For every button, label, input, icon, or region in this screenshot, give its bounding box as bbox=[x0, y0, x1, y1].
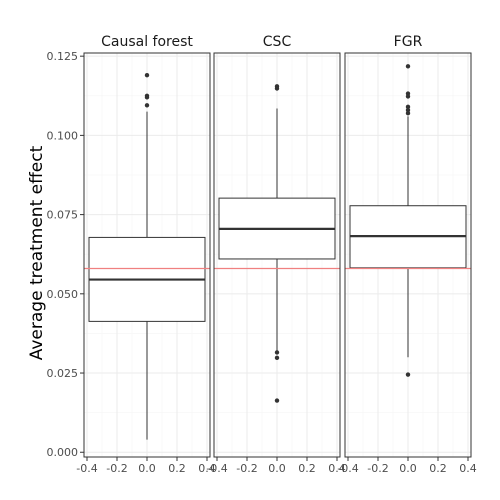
outlier-point bbox=[144, 72, 150, 78]
outlier-point bbox=[274, 86, 280, 91]
x-tick-label: 0.4 bbox=[459, 462, 477, 475]
y-tick-label: 0.100 bbox=[47, 129, 79, 142]
y-tick-label: 0.050 bbox=[47, 288, 79, 301]
outlier-point bbox=[144, 95, 150, 100]
y-tick-label: 0.000 bbox=[47, 446, 79, 459]
x-tick-label: -0.4 bbox=[206, 462, 227, 475]
outlier-point bbox=[405, 64, 411, 69]
outlier-point bbox=[274, 350, 280, 355]
x-tick-label: 0.0 bbox=[268, 462, 286, 475]
x-tick-label: 0.0 bbox=[399, 462, 417, 475]
outlier-point bbox=[274, 398, 280, 403]
x-tick-label: -0.2 bbox=[367, 462, 388, 475]
x-tick-label: -0.2 bbox=[236, 462, 257, 475]
facet-strip bbox=[345, 29, 471, 53]
y-tick-label: 0.125 bbox=[47, 50, 79, 63]
facet-label: Causal forest bbox=[101, 34, 193, 50]
y-tick-label: 0.025 bbox=[47, 367, 79, 380]
outlier-point bbox=[405, 372, 411, 377]
x-tick-label: 0.2 bbox=[429, 462, 447, 475]
x-tick-label: 0.2 bbox=[298, 462, 316, 475]
outlier-point bbox=[405, 94, 411, 99]
x-tick-label: -0.2 bbox=[106, 462, 127, 475]
outlier-point bbox=[405, 111, 411, 116]
facet-label: CSC bbox=[263, 34, 292, 50]
x-tick-label: 0.2 bbox=[168, 462, 186, 475]
outlier-point bbox=[274, 355, 280, 361]
outlier-point bbox=[144, 103, 150, 108]
x-tick-label: 0.4 bbox=[198, 462, 216, 475]
x-tick-label: 0.0 bbox=[138, 462, 156, 475]
outlier-point bbox=[405, 104, 411, 110]
x-tick-label: -0.4 bbox=[76, 462, 97, 475]
y-axis-title: Average treatment effect bbox=[27, 145, 47, 360]
outlier-point bbox=[405, 107, 411, 113]
x-tick-label: -0.4 bbox=[337, 462, 358, 475]
y-tick-label: 0.075 bbox=[47, 209, 79, 222]
facet-strip bbox=[214, 29, 340, 53]
facet-label: FGR bbox=[394, 34, 423, 50]
facet-strip bbox=[84, 29, 210, 53]
x-tick-label: 0.4 bbox=[328, 462, 346, 475]
